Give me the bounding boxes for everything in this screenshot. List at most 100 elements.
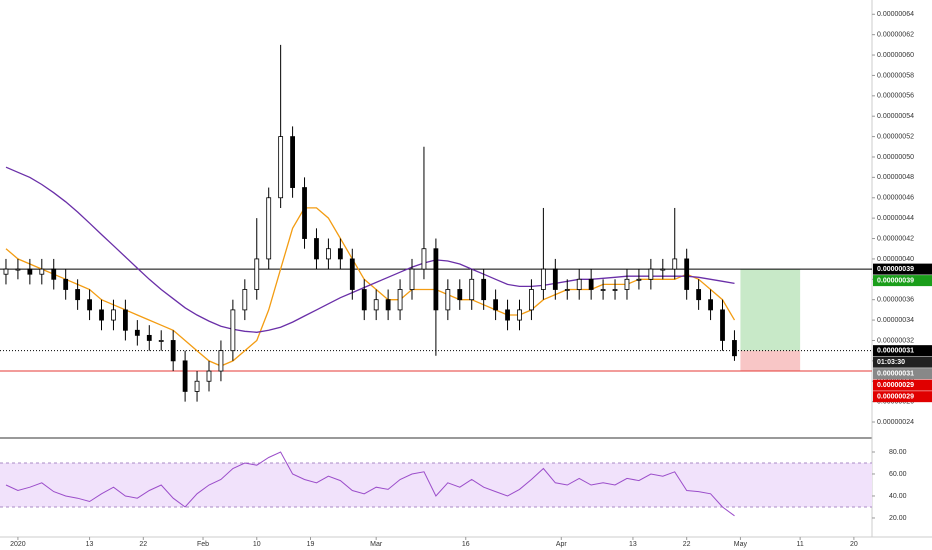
x-tick-label: Mar bbox=[370, 541, 383, 548]
candle-body bbox=[158, 340, 164, 342]
y-tick-label: 0.00000058 bbox=[877, 72, 914, 79]
candle-body bbox=[552, 268, 558, 290]
price-tag bbox=[873, 391, 932, 403]
candle-body bbox=[326, 248, 331, 260]
candle-body bbox=[481, 278, 487, 301]
candle-body bbox=[361, 289, 367, 311]
candle-body bbox=[564, 289, 570, 291]
candle-body bbox=[517, 309, 522, 321]
candle-body bbox=[254, 258, 260, 290]
price-tag-label: 0.00000039 bbox=[877, 266, 914, 273]
x-tick-label: 16 bbox=[462, 541, 470, 548]
x-tick-label: May bbox=[734, 541, 748, 548]
y-tick-label: 0.00000054 bbox=[877, 113, 914, 120]
price-tag bbox=[873, 356, 932, 368]
price-tag bbox=[873, 263, 932, 275]
price-tag bbox=[873, 275, 932, 287]
price-tag-label: 0.00000039 bbox=[877, 277, 914, 284]
price-tag-label: 0.00000031 bbox=[877, 371, 914, 378]
candle-body bbox=[134, 329, 140, 336]
x-tick-label: 19 bbox=[307, 541, 315, 548]
price-tag-label: 0.00000031 bbox=[877, 348, 914, 355]
candle-body bbox=[385, 299, 391, 311]
x-tick-label: 10 bbox=[253, 541, 261, 548]
candle-body bbox=[266, 197, 272, 260]
candle-body bbox=[39, 268, 45, 275]
candle-body bbox=[194, 380, 200, 392]
candle-body bbox=[314, 238, 319, 260]
x-tick-label: 13 bbox=[86, 541, 94, 548]
candle-body bbox=[373, 299, 379, 311]
x-tick-label: 2020 bbox=[10, 541, 26, 548]
y-tick-label: 0.00000060 bbox=[877, 52, 914, 59]
candle-body bbox=[529, 289, 534, 311]
price-tag-label: 01:03:30 bbox=[877, 359, 905, 366]
rsi-tick-label: 60.00 bbox=[889, 471, 907, 478]
candle-body bbox=[684, 258, 690, 290]
candle-body bbox=[493, 299, 499, 311]
candle-body bbox=[636, 278, 642, 281]
x-tick-label: 11 bbox=[796, 541, 803, 548]
candle-body bbox=[302, 187, 307, 239]
candle-body bbox=[600, 289, 606, 291]
y-tick-label: 0.00000052 bbox=[877, 133, 914, 140]
rsi-tick-label: 40.00 bbox=[889, 493, 907, 500]
candle-body bbox=[230, 309, 236, 352]
candle-body bbox=[290, 136, 295, 188]
candle-body bbox=[469, 278, 475, 301]
candle-body bbox=[409, 268, 415, 290]
candle-body bbox=[111, 309, 116, 321]
x-tick-label: 22 bbox=[139, 541, 147, 548]
candle-body bbox=[122, 309, 128, 331]
candle-body bbox=[15, 268, 21, 271]
candle-body bbox=[421, 248, 427, 270]
x-tick-label: 22 bbox=[683, 541, 691, 548]
price-tag bbox=[873, 368, 932, 380]
candle-body bbox=[99, 309, 104, 321]
candle-body bbox=[182, 360, 188, 392]
candle-body bbox=[660, 268, 666, 271]
candle-body bbox=[457, 289, 463, 301]
rsi-tick-label: 20.00 bbox=[889, 515, 907, 522]
candle-body bbox=[588, 278, 594, 290]
y-tick-label: 0.00000044 bbox=[877, 215, 914, 222]
rsi-band bbox=[0, 462, 872, 507]
candle-body bbox=[206, 370, 212, 382]
candle-body bbox=[397, 289, 403, 311]
y-tick-label: 0.00000036 bbox=[877, 297, 914, 304]
rsi-line bbox=[5, 451, 735, 517]
candle-body bbox=[75, 289, 81, 301]
x-tick-label: Feb bbox=[197, 541, 209, 548]
candle-body bbox=[720, 309, 725, 341]
y-tick-label: 0.00000024 bbox=[877, 419, 914, 426]
candle-body bbox=[505, 309, 510, 321]
y-tick-label: 0.00000048 bbox=[877, 174, 914, 181]
candle-body bbox=[540, 268, 546, 290]
stop-zone bbox=[740, 350, 801, 372]
y-tick-label: 0.00000042 bbox=[877, 235, 914, 242]
y-tick-label: 0.00000046 bbox=[877, 195, 914, 202]
x-tick-label: Apr bbox=[556, 541, 568, 548]
y-tick-label: 0.00000064 bbox=[877, 11, 914, 18]
candle-body bbox=[732, 340, 737, 357]
candle-body bbox=[87, 299, 92, 311]
target-zone bbox=[740, 269, 801, 351]
candle-body bbox=[708, 299, 713, 311]
candle-body bbox=[624, 278, 630, 290]
x-tick-label: 13 bbox=[629, 541, 637, 548]
y-tick-label: 0.00000062 bbox=[877, 32, 914, 39]
candle-body bbox=[433, 248, 439, 311]
candle-body bbox=[696, 289, 702, 301]
candle-body bbox=[612, 289, 618, 291]
candle-body bbox=[170, 340, 176, 362]
candle-body bbox=[218, 350, 224, 372]
candle-body bbox=[672, 258, 678, 270]
candle-body bbox=[337, 248, 343, 260]
candle-body bbox=[278, 136, 284, 199]
price-tag bbox=[873, 379, 932, 391]
rsi-tick-label: 80.00 bbox=[889, 449, 907, 456]
candle-body bbox=[242, 289, 248, 311]
candle-body bbox=[3, 268, 9, 275]
moving-average bbox=[5, 166, 735, 333]
